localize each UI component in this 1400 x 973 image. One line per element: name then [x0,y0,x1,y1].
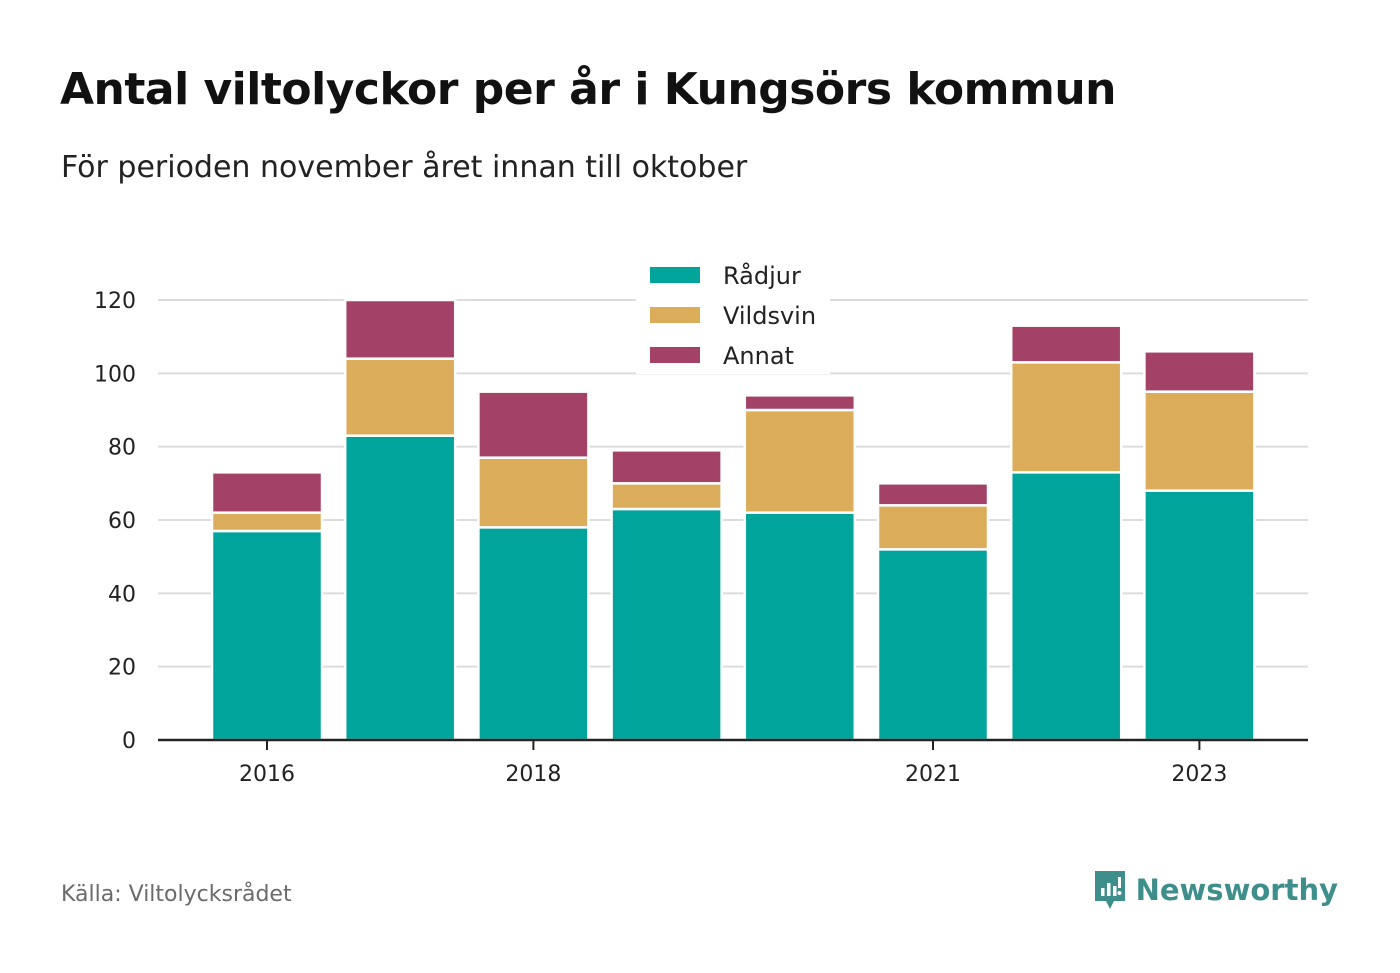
bar-segment-annat-2022 [1009,324,1123,364]
bar-segment-annat-2023 [1143,350,1256,393]
bar-segment-vildsvin-2019 [610,482,723,511]
bar-segment-vildsvin-2018 [477,456,590,529]
bar-segment-vildsvin-2022 [1009,361,1123,474]
bar-segment-vildsvin-2023 [1143,390,1256,492]
bar-segment-r-djur-2016 [210,529,324,742]
y-tick-label: 80 [108,436,136,461]
legend: Rådjur Vildsvin Annat [636,254,830,374]
legend-label: Rådjur [723,261,801,290]
y-tick-label: 20 [108,656,136,681]
x-axis-ticks: 2016 2018 2021 2023 [239,740,1227,787]
bar-segment-annat-2019 [610,449,723,485]
chart-title: Antal viltolyckor per år i Kungsörs komm… [60,64,1117,115]
bar-segment-vildsvin-2016 [210,511,324,533]
bar-segment-annat-2016 [210,471,324,514]
y-tick-label: 120 [94,289,136,314]
stacked-bar-chart: 0 20 40 60 80 100 120 2016 2018 2021 2023 Rådjur V… [94,254,1308,787]
x-tick-label: 2018 [505,762,561,787]
brand-logo: Newsworthy [1092,868,1338,912]
bars [210,298,1256,742]
legend-swatch [650,307,700,323]
x-tick-label: 2016 [239,762,295,787]
y-tick-label: 40 [108,582,136,607]
bar-segment-annat-2017 [343,298,457,360]
source-note: Källa: Viltolycksrådet [61,882,292,907]
bar-segment-r-djur-2019 [610,507,723,742]
bar-segment-r-djur-2020 [743,511,857,742]
x-tick-label: 2023 [1171,762,1227,787]
bar-segment-annat-2021 [876,482,990,507]
bar-segment-vildsvin-2021 [876,504,990,551]
y-axis-ticks: 0 20 40 60 80 100 120 [94,289,136,754]
legend-label: Annat [723,342,794,370]
bar-segment-annat-2020 [743,394,857,412]
legend-swatch [650,267,700,283]
bar-segment-r-djur-2021 [876,548,990,742]
legend-swatch [650,347,700,363]
bar-segment-annat-2018 [477,390,590,459]
chart-subtitle: För perioden november året innan till ok… [61,150,748,185]
bar-segment-vildsvin-2017 [343,357,457,437]
brand-name: Newsworthy [1135,873,1338,907]
bar-segment-vildsvin-2020 [743,408,857,514]
bar-segment-r-djur-2017 [343,434,457,742]
newsworthy-logo-icon [1094,871,1125,909]
y-tick-label: 60 [108,509,136,534]
bar-segment-r-djur-2018 [477,526,590,742]
y-tick-label: 0 [122,729,136,754]
legend-label: Vildsvin [723,302,816,330]
bar-segment-r-djur-2022 [1009,471,1123,742]
y-tick-label: 100 [94,362,136,387]
bar-segment-r-djur-2023 [1143,489,1256,742]
x-tick-label: 2021 [905,762,961,787]
